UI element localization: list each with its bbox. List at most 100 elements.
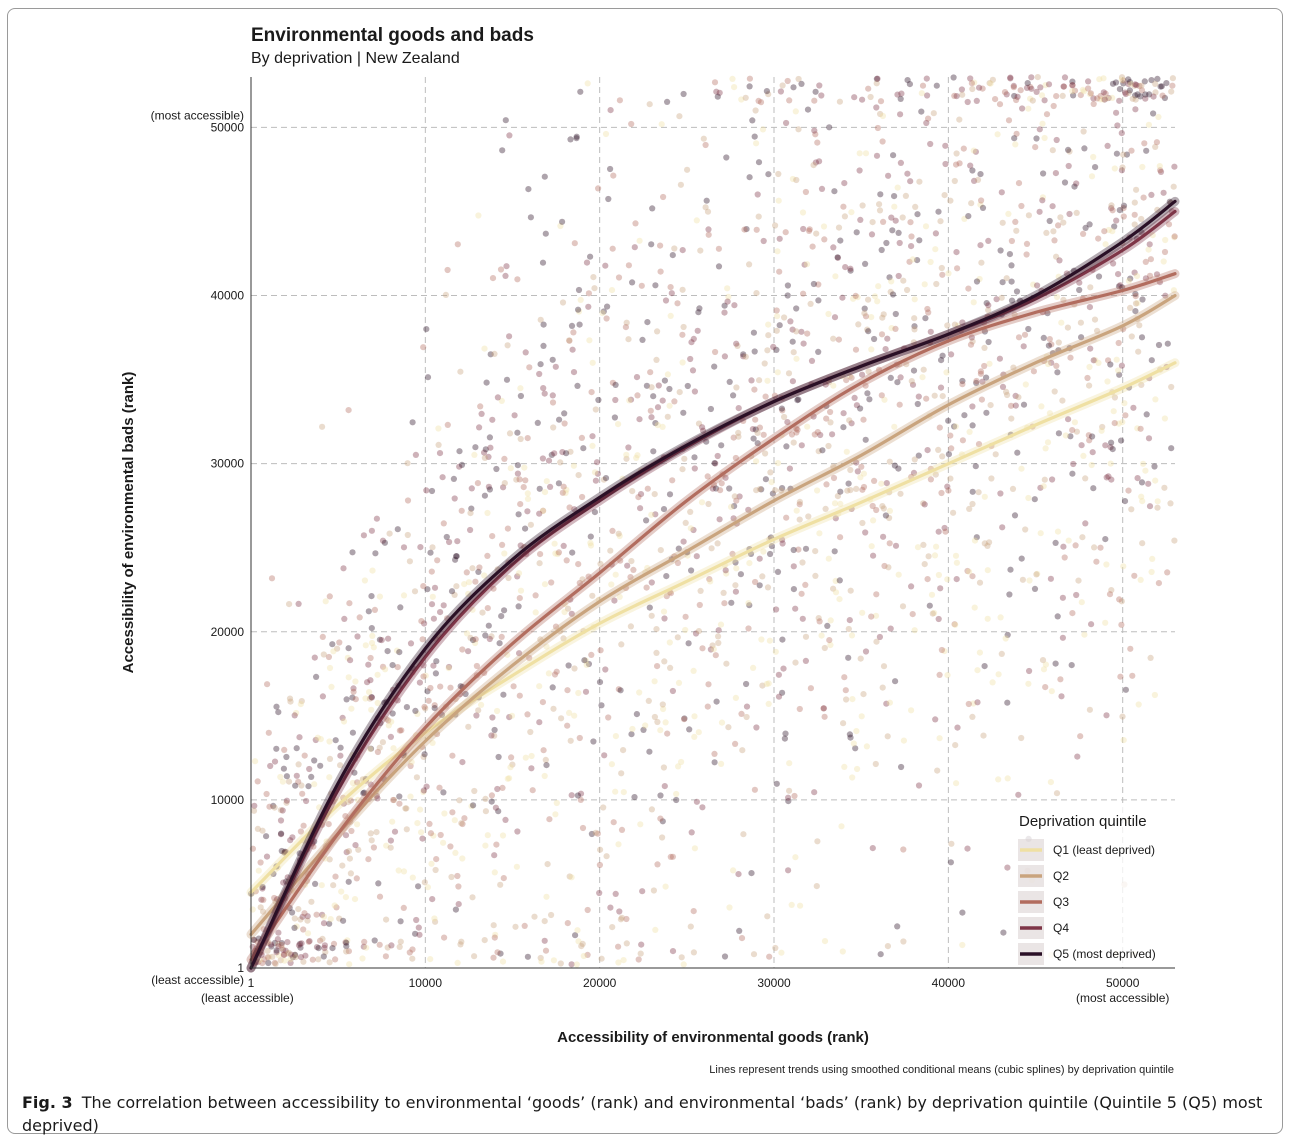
scatter-point (1049, 147, 1056, 154)
scatter-point (374, 748, 381, 756)
scatter-point (1085, 432, 1092, 439)
scatter-point (361, 938, 368, 946)
scatter-point (260, 926, 267, 933)
scatter-point (568, 792, 575, 799)
scatter-point (1045, 81, 1053, 88)
scatter-point (1078, 442, 1085, 449)
scatter-point (1015, 180, 1023, 187)
scatter-point (391, 828, 399, 835)
scatter-point (1111, 394, 1118, 401)
scatter-point (340, 917, 347, 924)
scatter-point (859, 609, 866, 616)
scatter-point (1081, 145, 1088, 152)
scatter-point (1064, 324, 1071, 331)
scatter-point (786, 465, 794, 472)
scatter-point (297, 944, 304, 951)
scatter-point (451, 591, 458, 599)
scatter-point (343, 696, 350, 703)
scatter-point (768, 543, 776, 550)
scatter-point (908, 233, 915, 240)
scatter-point (748, 377, 755, 384)
scatter-point (1102, 90, 1109, 97)
scatter-point (1011, 135, 1018, 142)
scatter-point (259, 883, 266, 891)
scatter-point (659, 701, 666, 708)
y-tick-sublabel: (most accessible) (151, 108, 244, 122)
scatter-point (772, 944, 779, 952)
scatter-point (343, 948, 350, 955)
scatter-point (873, 104, 880, 111)
scatter-point (1137, 93, 1144, 100)
scatter-point (428, 860, 435, 867)
scatter-point (1120, 563, 1127, 570)
scatter-point (390, 745, 397, 752)
chart-title: Environmental goods and bads (251, 25, 534, 46)
scatter-point (1060, 219, 1067, 226)
scatter-point (493, 841, 500, 848)
scatter-point (1086, 304, 1093, 311)
scatter-point (925, 553, 932, 560)
scatter-point (1154, 504, 1161, 511)
scatter-point (259, 960, 266, 967)
scatter-point (764, 347, 771, 354)
scatter-point (735, 871, 742, 878)
scatter-point (951, 423, 958, 430)
scatter-point (765, 91, 772, 98)
scatter-point (550, 705, 557, 712)
scatter-point (765, 700, 772, 708)
scatter-point (592, 477, 600, 484)
scatter-point (977, 201, 984, 208)
scatter-point (897, 374, 904, 381)
scatter-point (954, 322, 962, 329)
scatter-point (1039, 194, 1046, 201)
scatter-point (743, 703, 751, 710)
scatter-point (609, 527, 616, 535)
scatter-point (804, 330, 811, 337)
scatter-point (906, 81, 914, 88)
scatter-point (836, 98, 844, 105)
scatter-point (732, 559, 739, 566)
scatter-point (994, 131, 1001, 138)
scatter-point (999, 383, 1007, 390)
scatter-point (396, 943, 403, 951)
scatter-point (910, 339, 917, 346)
scatter-point (707, 646, 715, 653)
scatter-point (1086, 221, 1093, 228)
scatter-point (865, 328, 872, 335)
scatter-point (654, 328, 661, 335)
scatter-point (735, 405, 742, 412)
scatter-point (1071, 419, 1078, 426)
scatter-point (1104, 378, 1111, 385)
scatter-point (953, 161, 960, 168)
scatter-point (556, 416, 563, 423)
scatter-point (1045, 342, 1052, 349)
axes (250, 77, 1175, 969)
scatter-point (1043, 229, 1050, 236)
scatter-point (780, 665, 787, 672)
scatter-point (956, 116, 963, 123)
scatter-point (431, 915, 438, 922)
scatter-point (594, 470, 602, 477)
scatter-point (489, 714, 496, 721)
scatter-point (319, 935, 326, 943)
caption-label: Fig. 3 (22, 1093, 73, 1112)
scatter-point (981, 663, 988, 670)
scatter-point (265, 729, 272, 736)
scatter-point (422, 672, 429, 679)
scatter-point (773, 307, 780, 314)
scatter-point (529, 787, 536, 794)
scatter-point (627, 574, 634, 581)
scatter-point (746, 560, 753, 567)
scatter-point (889, 227, 896, 234)
scatter-point (1169, 82, 1176, 89)
scatter-point (409, 419, 416, 426)
scatter-point (336, 915, 343, 922)
scatter-point (931, 609, 938, 617)
scatter-point (279, 778, 286, 785)
scatter-point (403, 805, 410, 812)
scatter-point (261, 956, 268, 963)
scatter-point (283, 878, 290, 885)
scatter-point (325, 821, 332, 828)
scatter-point (1018, 555, 1025, 562)
scatter-point (490, 585, 497, 592)
